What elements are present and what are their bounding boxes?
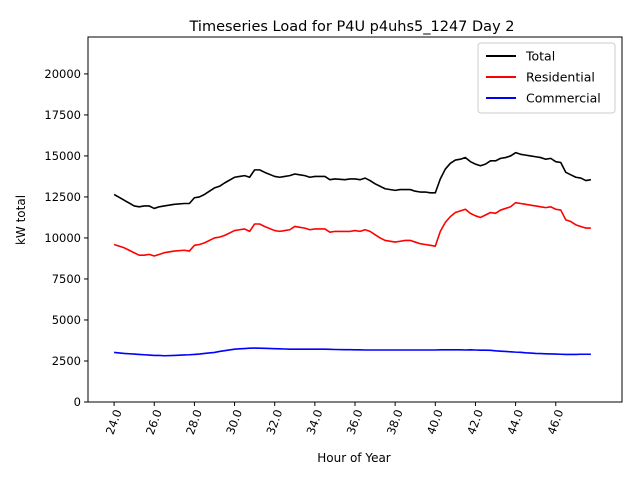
- x-axis-label: Hour of Year: [317, 451, 391, 465]
- legend-label-commercial: Commercial: [526, 91, 601, 106]
- y-tick-label: 12500: [44, 190, 81, 204]
- legend: Total Residential Commercial: [477, 42, 616, 114]
- y-tick-label: 0: [74, 395, 81, 409]
- y-axis-label: kW total: [14, 195, 28, 245]
- series-line-commercial: [114, 347, 591, 357]
- y-tick-label: 17500: [44, 108, 81, 122]
- legend-box: [477, 42, 616, 114]
- legend-label-total: Total: [525, 49, 555, 64]
- y-tick-label: 5000: [52, 313, 81, 327]
- plot-area: [113, 151, 592, 357]
- y-axis-ticks: 0 2500 5000 7500 10000 12500 15000 17500 20000: [44, 67, 88, 409]
- series-line-residential: [113, 201, 591, 257]
- legend-label-residential: Residential: [526, 70, 595, 85]
- y-tick-label: 15000: [44, 149, 81, 163]
- series-line-total: [113, 151, 592, 210]
- y-tick-label: 20000: [44, 67, 81, 81]
- y-tick-label: 2500: [52, 354, 81, 368]
- chart-title: Timeseries Load for P4U p4uhs5_1247 Day …: [189, 19, 515, 35]
- y-tick-label: 7500: [52, 272, 81, 286]
- y-tick-label: 10000: [44, 231, 81, 245]
